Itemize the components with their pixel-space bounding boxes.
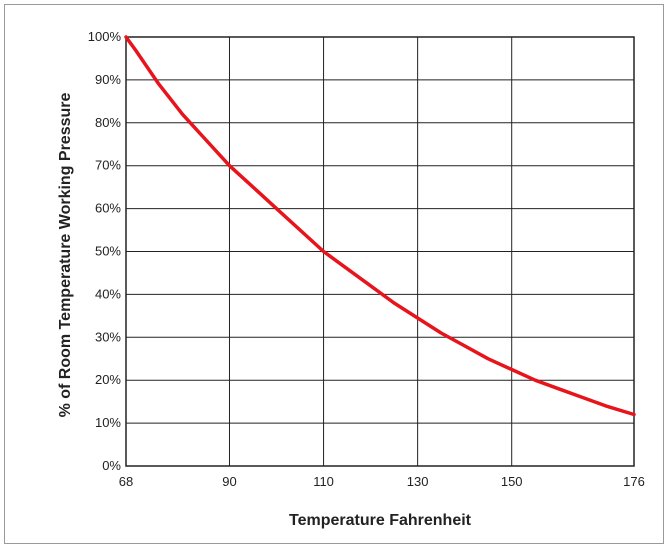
x-axis-label: Temperature Fahrenheit <box>289 512 472 529</box>
y-tick-label: 10% <box>95 415 121 430</box>
chart-frame <box>4 4 664 544</box>
y-tick-label: 40% <box>95 286 121 301</box>
x-tick-label: 150 <box>501 474 523 489</box>
x-tick-label: 130 <box>407 474 429 489</box>
y-tick-label: 30% <box>95 329 121 344</box>
y-tick-label: 80% <box>95 115 121 130</box>
y-tick-label: 50% <box>95 244 121 259</box>
y-tick-label: 60% <box>95 201 121 216</box>
y-tick-labels: 0% 10% 20% 30% 40% 50% 60% 70% 80% 90% 100% <box>88 29 122 473</box>
y-tick-label: 90% <box>95 72 121 87</box>
y-tick-label: 20% <box>95 372 121 387</box>
x-tick-label: 68 <box>119 474 133 489</box>
grid <box>125 36 635 467</box>
y-tick-label: 100% <box>88 29 122 44</box>
x-tick-labels: 68 90 110 130 150 176 <box>119 474 645 489</box>
series-line-group <box>124 35 636 417</box>
series-line <box>124 35 636 417</box>
x-tick-label: 90 <box>222 474 236 489</box>
x-tick-label: 110 <box>313 474 334 489</box>
y-tick-label: 0% <box>102 458 121 473</box>
x-tick-label: 176 <box>623 474 645 489</box>
y-tick-label: 70% <box>95 158 121 173</box>
y-axis-label: % of Room Temperature Working Pressure <box>57 92 74 417</box>
